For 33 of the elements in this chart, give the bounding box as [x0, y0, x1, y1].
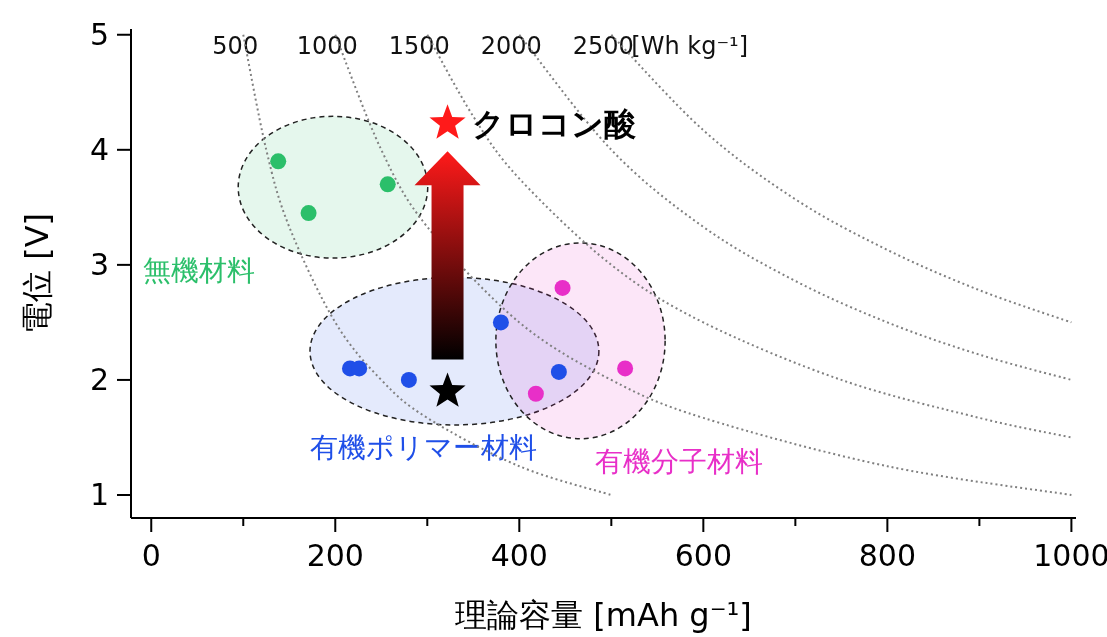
- series-label: 1000: [296, 31, 358, 60]
- point: [300, 205, 317, 222]
- series-label: 1500: [388, 31, 450, 60]
- x-tick-label: 200: [306, 538, 364, 573]
- text: 有機分子材料: [595, 444, 764, 478]
- point: [617, 360, 634, 377]
- point: [429, 372, 466, 407]
- x-tick-label: 1000: [1033, 538, 1107, 573]
- series-label: 500: [212, 31, 259, 60]
- y-tick-label: 2: [89, 361, 109, 397]
- text: 無機材料: [143, 254, 256, 288]
- series-label: 2000: [480, 31, 542, 60]
- point: [400, 371, 417, 388]
- x-tick-label: 800: [858, 538, 916, 573]
- series-label: 有機ポリマー材料: [310, 430, 537, 464]
- y-tick-label: 4: [89, 131, 109, 167]
- point: [550, 363, 567, 380]
- point: [554, 279, 571, 296]
- x-axis-title: 理論容量 [mAh g⁻¹]: [455, 596, 752, 634]
- point: [492, 314, 509, 331]
- series-label: 2500: [572, 31, 634, 60]
- annotation: [Wh kg⁻¹]: [631, 31, 749, 60]
- series-label: クロコン酸: [471, 105, 636, 144]
- y-axis-title: 電位 [V]: [18, 212, 56, 335]
- point: [379, 176, 396, 193]
- y-tick-label: 3: [89, 246, 109, 282]
- point: [270, 153, 287, 170]
- point: [527, 385, 544, 402]
- x-tick-label: 0: [141, 538, 161, 573]
- y-tick-label: 5: [89, 16, 109, 52]
- x-tick-label: 400: [490, 538, 548, 573]
- x-tick-label: 600: [674, 538, 732, 573]
- y-tick-label: 1: [89, 476, 109, 512]
